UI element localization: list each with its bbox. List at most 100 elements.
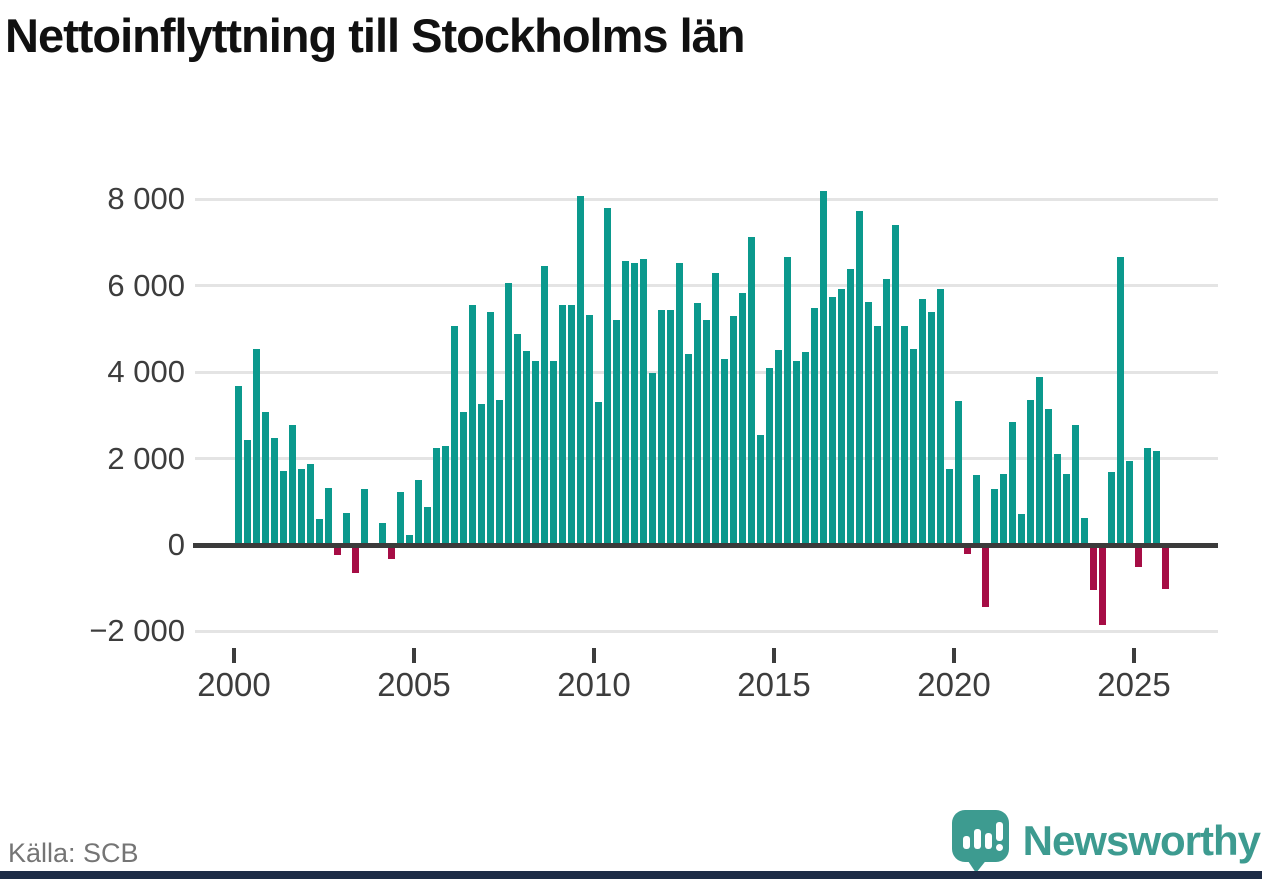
footer-accent-strip	[0, 871, 1262, 879]
bar	[334, 547, 341, 555]
bar	[1018, 513, 1025, 545]
bar	[541, 266, 548, 545]
bar	[379, 522, 386, 545]
bar	[595, 402, 602, 545]
y-tick-label: 2 000	[107, 440, 185, 476]
bar	[892, 224, 899, 545]
bar	[424, 506, 431, 545]
bar	[622, 261, 629, 545]
bar	[631, 262, 638, 545]
bar	[874, 325, 881, 545]
bar	[1162, 547, 1169, 589]
bar	[712, 272, 719, 545]
exclamation-icon	[995, 822, 1003, 841]
bar	[298, 468, 305, 545]
bar	[550, 360, 557, 545]
x-tick-mark	[1132, 648, 1136, 663]
x-tick-mark	[232, 648, 236, 663]
bar	[910, 348, 917, 545]
source-note: Källa: SCB	[8, 838, 139, 868]
bar	[514, 333, 521, 545]
bar	[469, 305, 476, 545]
bar	[739, 292, 746, 545]
bar	[433, 447, 440, 545]
bar	[982, 547, 989, 607]
newsworthy-logo[interactable]: Newsworthy	[951, 810, 1261, 873]
bar	[325, 488, 332, 545]
x-tick-label: 2005	[377, 666, 451, 703]
bar	[784, 257, 791, 545]
bar	[964, 547, 971, 555]
bar	[820, 191, 827, 545]
page-title: Nettoinflyttning till Stockholms län	[5, 9, 746, 62]
bar	[388, 547, 395, 560]
bar	[658, 309, 665, 545]
bar	[640, 258, 647, 545]
bar	[478, 403, 485, 545]
bar	[1045, 408, 1052, 545]
y-tick-label: 8 000	[107, 181, 185, 217]
bar	[1009, 422, 1016, 545]
y-tick-label: 4 000	[107, 354, 185, 390]
bar	[1000, 473, 1007, 545]
bar	[865, 301, 872, 545]
bar-chart-speech-bubble-icon	[951, 810, 1009, 873]
bar	[244, 439, 251, 545]
bar	[1153, 450, 1160, 545]
x-tick-mark	[592, 648, 596, 663]
bar	[460, 412, 467, 545]
bar	[1117, 257, 1124, 545]
bar	[775, 349, 782, 545]
bar	[667, 309, 674, 545]
bar	[955, 400, 962, 545]
bar	[757, 435, 764, 545]
bar	[586, 314, 593, 545]
bar	[415, 480, 422, 545]
bar	[928, 311, 935, 545]
bar	[802, 352, 809, 545]
gridline	[195, 629, 1218, 633]
x-tick-mark	[952, 648, 956, 663]
bar	[487, 311, 494, 545]
bar	[397, 492, 404, 545]
bar	[1135, 547, 1142, 567]
bar	[766, 368, 773, 545]
gridline	[195, 197, 1218, 201]
bar	[919, 299, 926, 545]
x-tick-label: 2020	[917, 666, 991, 703]
bar	[1126, 460, 1133, 545]
bar	[532, 360, 539, 545]
bar	[856, 211, 863, 545]
bar	[883, 278, 890, 545]
x-tick-label: 2025	[1097, 666, 1171, 703]
bar	[307, 464, 314, 545]
bar	[343, 513, 350, 545]
bar	[1081, 518, 1088, 545]
bar	[1099, 547, 1106, 626]
x-tick-label: 2015	[737, 666, 811, 703]
bar	[280, 470, 287, 545]
bar	[577, 195, 584, 545]
bar	[649, 372, 656, 545]
bar	[1027, 399, 1034, 545]
bar	[685, 353, 692, 545]
bar	[442, 446, 449, 545]
bar	[604, 208, 611, 545]
bar	[262, 412, 269, 545]
zero-line	[193, 542, 1218, 548]
bar	[1072, 424, 1079, 545]
bar	[352, 547, 359, 573]
bar	[991, 489, 998, 545]
bar	[496, 399, 503, 545]
bar	[253, 349, 260, 545]
bar	[289, 425, 296, 545]
x-tick-mark	[412, 648, 416, 663]
brand-wordmark: Newsworthy	[1022, 817, 1261, 864]
bar	[694, 302, 701, 545]
bar	[1108, 471, 1115, 545]
bar	[721, 358, 728, 545]
bar	[946, 469, 953, 545]
bar	[748, 236, 755, 545]
